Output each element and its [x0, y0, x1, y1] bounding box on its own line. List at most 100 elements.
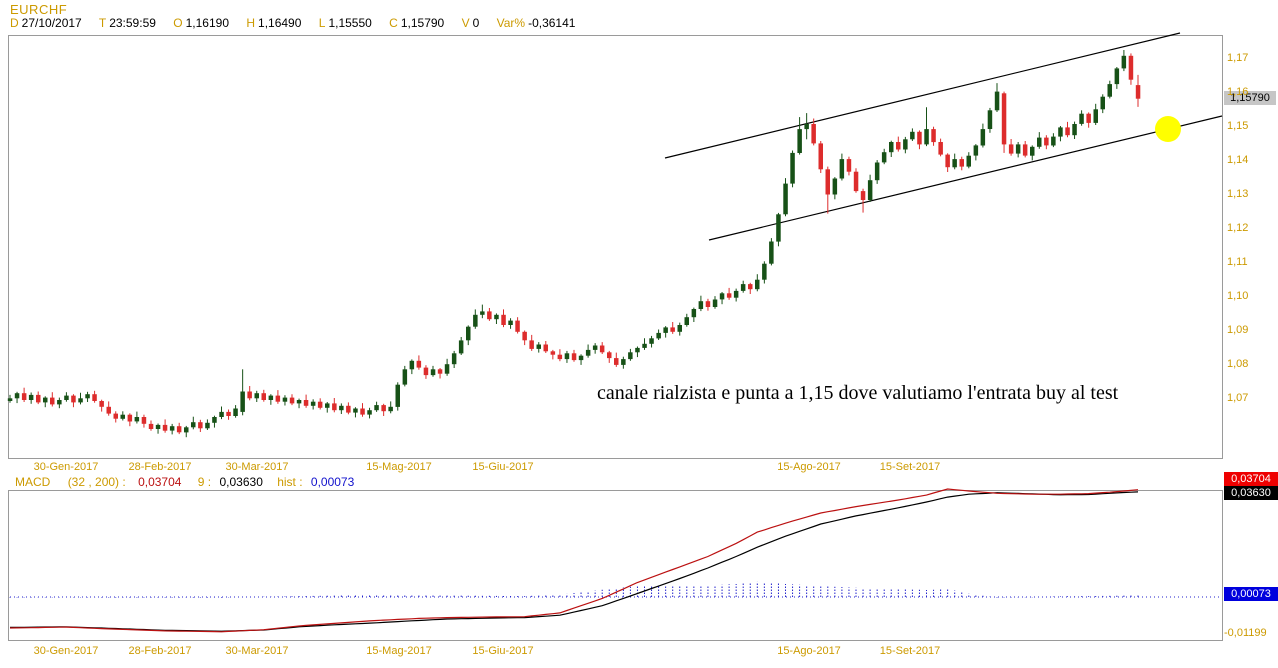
- candle: [99, 399, 104, 412]
- price-tick-label: 1,13: [1227, 187, 1249, 200]
- macd-main-line: [9, 488, 1139, 633]
- candle: [162, 419, 168, 433]
- candle: [1121, 50, 1127, 72]
- candle: [860, 188, 866, 213]
- candle: [444, 358, 450, 376]
- candle: [1093, 103, 1098, 125]
- candle: [783, 178, 788, 217]
- quote-close: C 1,15790: [389, 16, 445, 30]
- candle: [480, 304, 485, 319]
- quote-line: D 27/10/2017 T 23:59:59 O 1,16190 H 1,16490 …: [10, 16, 589, 30]
- date-axis-label: 15-Giu-2017: [472, 645, 534, 657]
- candle: [254, 390, 259, 402]
- candle: [564, 350, 570, 363]
- candle: [670, 322, 675, 334]
- candle: [1015, 142, 1021, 158]
- candle: [726, 287, 732, 300]
- candle: [113, 411, 118, 423]
- macd-hist-badge: 0,00073: [1224, 587, 1278, 601]
- candle: [219, 406, 224, 420]
- candle: [621, 356, 626, 369]
- date-axis-label: 28-Feb-2017: [128, 461, 192, 473]
- candle: [769, 238, 774, 266]
- candle: [310, 399, 316, 410]
- candle: [423, 365, 429, 379]
- candle: [973, 144, 979, 161]
- candle: [198, 419, 203, 432]
- candle: [1022, 141, 1028, 158]
- candle: [212, 415, 217, 428]
- candle: [825, 166, 830, 214]
- candle: [1086, 112, 1091, 128]
- candle: [494, 313, 499, 324]
- candle: [275, 390, 281, 404]
- candle: [64, 392, 69, 402]
- candle: [402, 365, 408, 387]
- date-axis-label: 15-Giu-2017: [472, 461, 534, 473]
- last-price-badge: 1,15790: [1224, 91, 1276, 105]
- candle: [762, 261, 767, 284]
- candle: [607, 350, 612, 363]
- candle: [346, 402, 351, 415]
- candle: [92, 390, 97, 403]
- candle: [740, 280, 746, 293]
- date-axis-label: 30-Gen-2017: [33, 645, 99, 657]
- candle: [1100, 94, 1105, 114]
- candle: [797, 117, 802, 155]
- candle: [994, 83, 1000, 112]
- candle: [578, 354, 584, 365]
- candle: [1107, 80, 1112, 99]
- candle: [557, 349, 563, 362]
- candle: [614, 352, 619, 367]
- candle: [980, 123, 986, 148]
- candle: [585, 344, 591, 358]
- macd-indicator-header: MACD (32 , 200) : 0,03704 9 : 0,03630 hi…: [15, 475, 363, 489]
- candle: [233, 405, 238, 418]
- candle: [134, 411, 140, 424]
- quote-date: D 27/10/2017: [10, 16, 82, 30]
- price-tick-label: 1,07: [1227, 392, 1249, 405]
- candle: [853, 168, 859, 193]
- candle: [1065, 121, 1070, 138]
- candle: [804, 113, 809, 140]
- macd-signal-label: 9 :: [197, 475, 212, 489]
- candle: [656, 329, 661, 340]
- candle: [1051, 133, 1056, 148]
- macd-panel-frame: [8, 490, 1223, 641]
- candle: [1030, 145, 1035, 161]
- candle: [684, 313, 689, 327]
- candle: [903, 136, 908, 154]
- chart-annotation-text: canale rialzista e punta a 1,15 dove val…: [597, 382, 1119, 404]
- price-tick-label: 1,15: [1227, 119, 1249, 132]
- candle: [289, 394, 295, 406]
- candle: [917, 130, 922, 150]
- date-axis-label: 15-Mag-2017: [366, 461, 432, 473]
- macd-name: MACD: [15, 475, 51, 489]
- candle: [282, 395, 288, 406]
- quote-high: H 1,16490: [246, 16, 302, 30]
- candle: [938, 138, 943, 157]
- price-tick-label: 1,16: [1227, 85, 1249, 98]
- macd-min-label: -0,01199: [1224, 627, 1267, 639]
- macd-params: (32 , 200) :: [67, 475, 126, 489]
- candle: [7, 394, 13, 403]
- candle: [21, 387, 27, 402]
- candle: [28, 392, 34, 404]
- candle: [466, 325, 471, 346]
- candle: [811, 118, 816, 146]
- macd-signal-badge: 0,03630: [1224, 486, 1278, 500]
- candle: [889, 140, 894, 157]
- candle: [247, 386, 252, 401]
- candle: [430, 365, 436, 377]
- candle: [191, 416, 196, 430]
- candle: [571, 349, 577, 362]
- candle: [677, 322, 682, 336]
- date-axis-label: 15-Ago-2017: [777, 645, 841, 657]
- candle: [473, 309, 478, 329]
- candle: [698, 295, 704, 312]
- highlight-circle: [1155, 116, 1181, 142]
- candle: [543, 341, 548, 353]
